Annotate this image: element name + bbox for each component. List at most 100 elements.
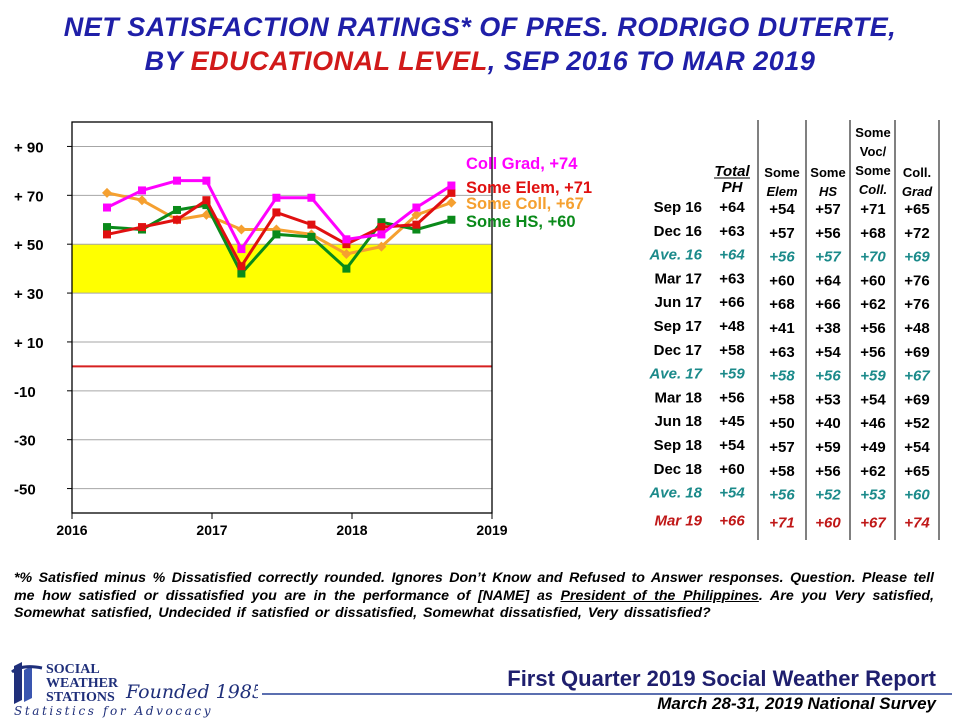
column-header-text: Some	[855, 163, 890, 178]
column-header-text: Total	[714, 163, 750, 180]
table-cell: +56	[769, 487, 795, 504]
table-cell: +68	[769, 296, 794, 313]
y-tick-label: -50	[14, 482, 36, 499]
table-cell: +57	[769, 225, 794, 242]
data-point	[272, 193, 281, 202]
table-cell: +57	[815, 201, 840, 218]
data-point	[137, 195, 147, 206]
table-cell: +63	[769, 344, 794, 361]
row-label: Dec 18	[654, 461, 702, 478]
column-header: Some Voc/Some Coll.	[855, 125, 890, 197]
table-cell: +66	[815, 296, 840, 313]
title-line-1: NET SATISFACTION RATINGS* OF PRES. RODRI…	[63, 12, 897, 42]
data-point	[411, 209, 422, 220]
data-point	[173, 205, 181, 214]
title-line-2-start: BY	[144, 46, 191, 76]
table-row: Mar 17 +63 +60 +64 +60 +76	[654, 270, 929, 289]
footnote-underlined: President of the Philippines	[560, 587, 759, 604]
data-point	[237, 269, 246, 278]
row-label: Jun 17	[654, 294, 702, 311]
data-point	[342, 235, 351, 244]
data-point	[342, 240, 351, 249]
plot-border	[71, 121, 493, 514]
data-point	[307, 232, 316, 241]
table-cell: +45	[719, 413, 744, 430]
table-cell: +60	[719, 461, 744, 478]
table-cell: +38	[815, 320, 840, 337]
logo-line-3: STATIONS	[46, 690, 115, 705]
column-header-text: Elem	[766, 184, 798, 199]
table-cell: +65	[904, 201, 929, 218]
x-tick-label: 2018	[336, 522, 367, 538]
sws-logo: SOCIAL WEATHER STATIONS Founded 1985 Sta…	[11, 662, 258, 718]
data-point	[272, 230, 281, 239]
table-row: Ave. 18 +54 +56 +52 +53 +60	[648, 485, 930, 504]
y-tick-label: + 70	[14, 188, 44, 205]
data-point	[202, 176, 211, 185]
series-label: Some Elem, +71	[466, 179, 592, 197]
data-point	[446, 197, 457, 208]
table-row: Sep 16 +64 +54 +57 +71 +65	[654, 199, 930, 218]
table-cell: +41	[769, 320, 794, 337]
y-tick-label: + 50	[14, 237, 44, 254]
table-row: Mar 19 +66 +71 +60 +67 +74	[654, 512, 930, 531]
column-header-text: Coll.	[903, 165, 931, 180]
table-row: Mar 18 +56 +58 +53 +54 +69	[654, 389, 929, 408]
column-header-text: HS	[819, 184, 837, 199]
data-point	[102, 187, 112, 198]
table-cell: +60	[769, 272, 794, 289]
table-cell: +59	[815, 439, 840, 456]
column-header-text: Some	[810, 165, 845, 180]
row-label: Ave. 18	[648, 485, 702, 502]
table-cell: +71	[860, 201, 885, 218]
table-cell: +64	[719, 199, 745, 216]
table-cell: +58	[769, 391, 794, 408]
table-cell: +66	[719, 294, 744, 311]
table-cell: +56	[815, 225, 840, 242]
series-label: Some HS, +60	[466, 213, 576, 231]
data-point	[173, 215, 181, 224]
column-header-text: PH	[722, 179, 744, 196]
table-row: Sep 17 +48 +41 +38 +56 +48	[654, 318, 930, 337]
ratings-table: TotalPHSomeElemSomeHSSomeVoc/SomeColl.Co…	[648, 120, 940, 540]
data-point	[103, 223, 111, 232]
data-point	[272, 208, 281, 217]
table-cell: +57	[769, 439, 794, 456]
table-cell: +67	[860, 514, 886, 531]
table-cell: +76	[904, 272, 929, 289]
table-row: Ave. 16 +64 +56 +57 +70 +69	[648, 247, 930, 266]
table-cell: +54	[904, 439, 930, 456]
data-point	[202, 196, 211, 205]
column-header: Some Elem	[764, 165, 799, 199]
data-point	[138, 186, 146, 195]
report-title: First Quarter 2019 Social Weather Report	[507, 666, 936, 691]
table-cell: +60	[815, 514, 841, 531]
table-cell: +56	[815, 463, 840, 480]
table-cell: +56	[769, 249, 795, 266]
table-cell: +58	[769, 368, 795, 385]
column-header-text: Coll.	[859, 182, 887, 197]
table-cell: +49	[860, 439, 885, 456]
data-point	[447, 188, 456, 197]
table-row: Jun 18 +45 +50 +40 +46 +52	[654, 413, 929, 432]
report-subtitle: March 28-31, 2019 National Survey	[657, 694, 936, 713]
y-tick-label: -30	[14, 433, 36, 450]
row-label: Dec 16	[654, 223, 702, 240]
table-cell: +64	[719, 247, 745, 264]
y-tick-label: -10	[14, 384, 36, 401]
line-chart: + 90 + 70 + 50 + 30 + 10 -10 -30 -50 2016 2017 201…	[14, 121, 592, 538]
logo-line-1: SOCIAL	[46, 662, 100, 677]
table-cell: +56	[815, 368, 841, 385]
highlight-band	[72, 244, 492, 294]
table-cell: +46	[860, 415, 885, 432]
table-cell: +54	[815, 344, 841, 361]
data-point	[202, 201, 211, 210]
series-label: Coll Grad, +74	[466, 155, 578, 173]
footnote-text-2: . Are you Very satisfied, Somewhat satis…	[14, 587, 934, 622]
data-point	[307, 193, 316, 202]
data-point	[447, 215, 456, 224]
table-cell: +54	[860, 391, 886, 408]
table-cell: +54	[769, 201, 795, 218]
table-cell: +48	[719, 318, 744, 335]
table-cell: +53	[815, 391, 840, 408]
